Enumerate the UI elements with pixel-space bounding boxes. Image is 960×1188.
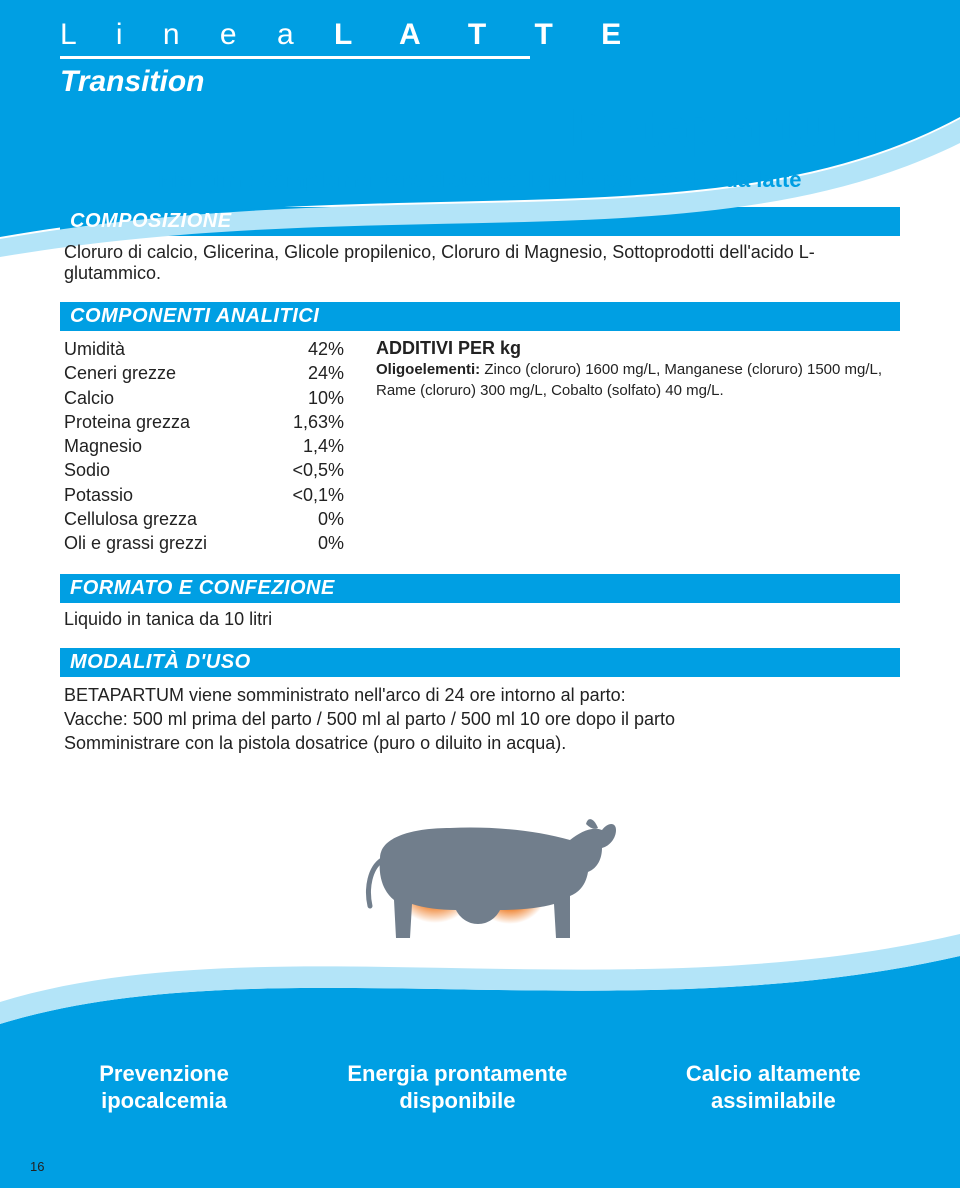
componenti-value: <0,5% <box>274 458 344 482</box>
componenti-row: Potassio <0,1% <box>64 483 344 507</box>
componenti-name: Potassio <box>64 483 234 507</box>
componenti-name: Calcio <box>64 386 234 410</box>
header-line: L i n e a L A T T E <box>60 18 960 52</box>
cow-illustration <box>60 788 900 968</box>
componenti-row: Magnesio 1,4% <box>64 434 344 458</box>
additivi-title: ADDITIVI PER kg <box>376 337 896 360</box>
header-line-bold: L A T T E <box>334 18 641 51</box>
footer-c3a: Calcio altamente <box>686 1060 861 1088</box>
footer-c3b: assimilabile <box>686 1087 861 1115</box>
header-bar: L i n e a L A T T E Transition <box>0 0 960 107</box>
componenti-name: Magnesio <box>64 434 234 458</box>
componenti-value: 0% <box>274 507 344 531</box>
componenti-row: Proteina grezza 1,63% <box>64 410 344 434</box>
section-formato-head: FORMATO E CONFEZIONE <box>60 574 900 603</box>
product-title: Betapartum <box>0 97 880 159</box>
footer-c1a: Prevenzione <box>99 1060 229 1088</box>
header-underline <box>60 56 530 59</box>
componenti-name: Ceneri grezze <box>64 361 234 385</box>
footer-c2a: Energia prontamente <box>347 1060 567 1088</box>
componenti-value: 24% <box>274 361 344 385</box>
componenti-value: <0,1% <box>274 483 344 507</box>
componenti-row: Cellulosa grezza 0% <box>64 507 344 531</box>
componenti-name: Umidità <box>64 337 234 361</box>
additivi-label: Oligoelementi: <box>376 361 484 378</box>
componenti-row: Umidità 42% <box>64 337 344 361</box>
uso-line2: Vacche: 500 ml prima del parto / 500 ml … <box>64 707 896 731</box>
section-uso-head: MODALITÀ D'USO <box>60 648 900 677</box>
componenti-row: Calcio 10% <box>64 386 344 410</box>
header-subtitle: Transition <box>60 65 960 99</box>
page-number: 16 <box>30 1159 44 1174</box>
section-uso-body: BETAPARTUM viene somministrato nell'arco… <box>60 677 900 760</box>
section-composizione-body: Cloruro di calcio, Glicerina, Glicole pr… <box>60 236 900 288</box>
section-componenti-head: COMPONENTI ANALITICI <box>60 302 900 331</box>
componenti-name: Cellulosa grezza <box>64 507 234 531</box>
componenti-row: Ceneri grezze 24% <box>64 361 344 385</box>
componenti-value: 0% <box>274 531 344 555</box>
componenti-value: 1,63% <box>274 410 344 434</box>
componenti-value: 1,4% <box>274 434 344 458</box>
componenti-value: 42% <box>274 337 344 361</box>
header-line-prefix: L i n e a <box>60 18 334 51</box>
section-formato-body: Liquido in tanica da 10 litri <box>60 603 900 634</box>
componenti-value: 10% <box>274 386 344 410</box>
componenti-table: Umidità42%Ceneri grezze24%Calcio10%Prote… <box>64 337 344 556</box>
footer-c1b: ipocalcemia <box>99 1087 229 1115</box>
footer-col-1: Prevenzione ipocalcemia <box>99 1060 229 1158</box>
componenti-name: Sodio <box>64 458 234 482</box>
footer-c2b: disponibile <box>347 1087 567 1115</box>
footer-col-2: Energia prontamente disponibile <box>347 1060 567 1158</box>
componenti-row: Oli e grassi grezzi 0% <box>64 531 344 555</box>
uso-line1: BETAPARTUM viene somministrato nell'arco… <box>64 683 896 707</box>
componenti-name: Proteina grezza <box>64 410 234 434</box>
footer-bar: Prevenzione ipocalcemia Energia prontame… <box>0 1048 960 1188</box>
additivi-body: Oligoelementi: Zinco (cloruro) 1600 mg/L… <box>376 360 896 401</box>
footer-col-3: Calcio altamente assimilabile <box>686 1060 861 1158</box>
componenti-row: Sodio <0,5% <box>64 458 344 482</box>
componenti-name: Oli e grassi grezzi <box>64 531 234 555</box>
uso-line3: Somministrare con la pistola dosatrice (… <box>64 731 896 755</box>
